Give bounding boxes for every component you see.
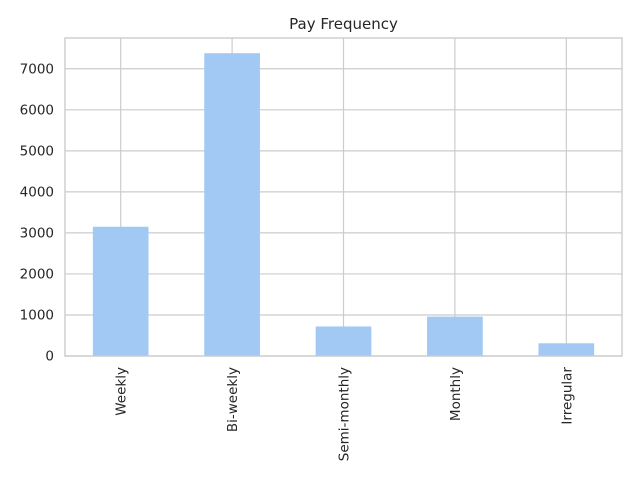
y-axis-ticks: 0 1000 2000 3000 4000 5000 6000 7000	[20, 61, 54, 364]
chart-title: Pay Frequency	[289, 15, 398, 33]
y-tick-label: 5000	[20, 143, 54, 159]
bar-semi-monthly	[315, 326, 372, 356]
y-tick-label: 6000	[20, 102, 54, 118]
y-tick-label: 1000	[20, 307, 54, 323]
bar-monthly	[427, 316, 483, 356]
x-tick-label: Weekly	[114, 367, 130, 416]
y-tick-label: 7000	[20, 61, 54, 77]
y-tick-label: 3000	[20, 225, 54, 241]
x-tick-label: Semi-monthly	[337, 367, 353, 461]
x-tick-label: Monthly	[448, 367, 464, 421]
bar-weekly	[92, 226, 149, 356]
x-tick-label: Irregular	[559, 367, 575, 425]
x-axis-ticks: Weekly Bi-weekly Semi-monthly Monthly Irregu…	[114, 367, 576, 462]
bar-series	[92, 53, 595, 356]
bar-irregular	[538, 343, 595, 356]
y-tick-label: 4000	[20, 184, 54, 200]
y-tick-label: 0	[45, 349, 54, 365]
x-tick-label: Bi-weekly	[225, 367, 241, 432]
y-tick-label: 2000	[20, 266, 54, 282]
bar-bi-weekly	[204, 53, 260, 356]
plot-frame	[64, 37, 623, 357]
